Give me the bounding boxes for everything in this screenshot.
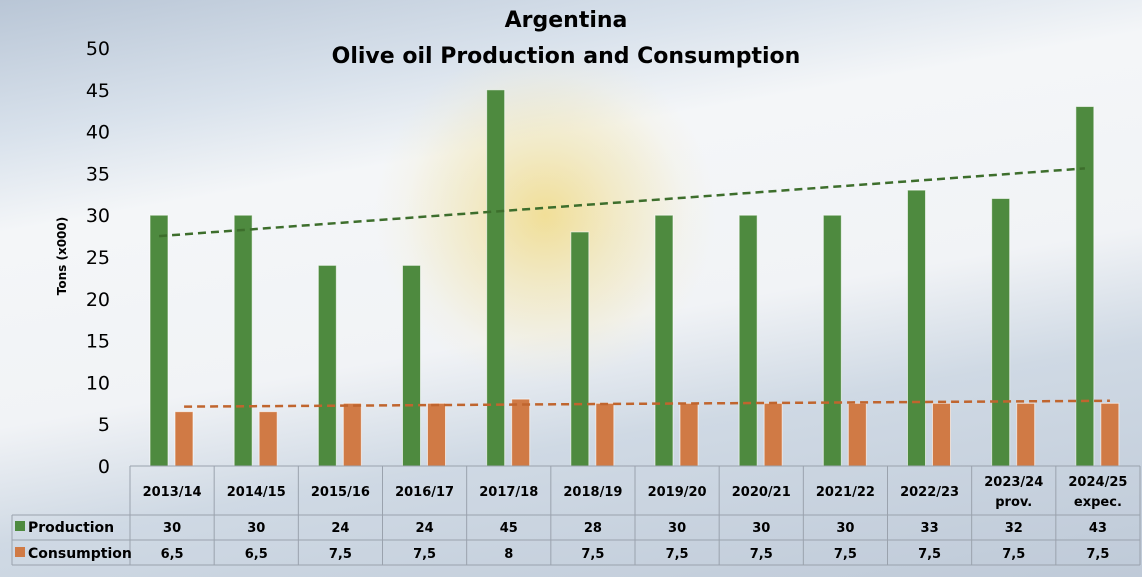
production-value-label: 30 xyxy=(836,521,854,536)
production-value-label: 30 xyxy=(752,521,770,536)
consumption-value-label: 7,5 xyxy=(750,547,773,562)
production-bar xyxy=(822,214,842,467)
consumption-bar xyxy=(1100,402,1120,467)
x-category-label: 2016/17 xyxy=(395,485,454,500)
x-category-label: 2014/15 xyxy=(227,485,286,500)
x-category-label: 2018/19 xyxy=(563,485,622,500)
consumption-value-label: 7,5 xyxy=(581,547,604,562)
production-value-label: 32 xyxy=(1005,521,1023,536)
legend-swatch-production xyxy=(15,521,25,531)
consumption-bar xyxy=(763,402,783,467)
y-axis-label: Tons (x000) xyxy=(55,217,69,295)
y-tick-label: 5 xyxy=(98,414,110,436)
production-value-label: 30 xyxy=(163,521,181,536)
production-bar xyxy=(991,197,1011,467)
x-category-label: 2021/22 xyxy=(816,485,875,500)
production-bar xyxy=(738,214,758,467)
consumption-bar xyxy=(174,411,194,467)
production-bar xyxy=(149,214,169,467)
x-category-label: 2022/23 xyxy=(900,485,959,500)
consumption-bar xyxy=(511,398,531,467)
consumption-bar xyxy=(258,411,278,467)
consumption-bar xyxy=(595,402,615,467)
production-bar xyxy=(233,214,253,467)
consumption-value-label: 6,5 xyxy=(245,547,268,562)
production-bar xyxy=(570,231,590,467)
consumption-value-label: 7,5 xyxy=(1086,547,1109,562)
consumption-bar xyxy=(342,402,362,467)
chart-subtitle: Olive oil Production and Consumption xyxy=(332,44,801,69)
consumption-value-label: 7,5 xyxy=(834,547,857,562)
legend-swatch-consumption xyxy=(15,547,25,557)
y-tick-label: 35 xyxy=(86,163,110,185)
y-tick-label: 45 xyxy=(86,80,110,102)
consumption-value-label: 7,5 xyxy=(918,547,941,562)
y-tick-label: 40 xyxy=(86,122,110,144)
consumption-value-label: 7,5 xyxy=(413,547,436,562)
y-tick-label: 0 xyxy=(98,456,110,478)
y-tick-label: 50 xyxy=(86,38,110,60)
consumption-value-label: 7,5 xyxy=(666,547,689,562)
legend-label-production: Production xyxy=(28,520,114,536)
x-category-label: 2019/20 xyxy=(648,485,707,500)
production-value-label: 43 xyxy=(1089,521,1107,536)
chart-title: Argentina xyxy=(505,8,628,33)
production-bar xyxy=(1075,106,1095,467)
x-category-label: 2015/16 xyxy=(311,485,370,500)
x-category-label: 2024/25 xyxy=(1068,475,1127,490)
x-category-label: 2023/24 xyxy=(984,475,1043,490)
production-value-label: 33 xyxy=(921,521,939,536)
y-tick-label: 25 xyxy=(86,247,110,269)
consumption-bar xyxy=(1016,402,1036,467)
production-bar xyxy=(486,89,506,467)
consumption-value-label: 7,5 xyxy=(329,547,352,562)
x-category-note: prov. xyxy=(995,495,1032,510)
y-tick-label: 20 xyxy=(86,289,110,311)
consumption-value-label: 7,5 xyxy=(1002,547,1025,562)
consumption-trendline xyxy=(184,399,1110,408)
consumption-bar xyxy=(847,402,867,467)
y-tick-label: 30 xyxy=(86,205,110,227)
y-tick-label: 15 xyxy=(86,331,110,353)
production-value-label: 30 xyxy=(668,521,686,536)
legend-label-consumption: Consumption xyxy=(28,546,132,562)
consumption-bar xyxy=(679,402,699,467)
consumption-value-label: 6,5 xyxy=(161,547,184,562)
production-bar xyxy=(907,189,926,467)
production-value-label: 30 xyxy=(247,521,265,536)
consumption-value-label: 8 xyxy=(504,547,513,562)
x-category-note: expec. xyxy=(1074,495,1122,510)
consumption-bar xyxy=(932,402,951,467)
production-value-label: 45 xyxy=(500,521,518,536)
x-category-label: 2013/14 xyxy=(143,485,202,500)
production-bar xyxy=(402,264,421,467)
consumption-bar xyxy=(427,402,446,467)
production-bar xyxy=(317,264,337,467)
production-value-label: 24 xyxy=(331,521,349,536)
x-category-label: 2020/21 xyxy=(732,485,791,500)
production-trendline xyxy=(158,167,1086,238)
production-value-label: 28 xyxy=(584,521,602,536)
production-value-label: 24 xyxy=(416,521,434,536)
x-category-label: 2017/18 xyxy=(479,485,538,500)
production-bar xyxy=(654,214,674,467)
y-tick-label: 10 xyxy=(86,372,110,394)
